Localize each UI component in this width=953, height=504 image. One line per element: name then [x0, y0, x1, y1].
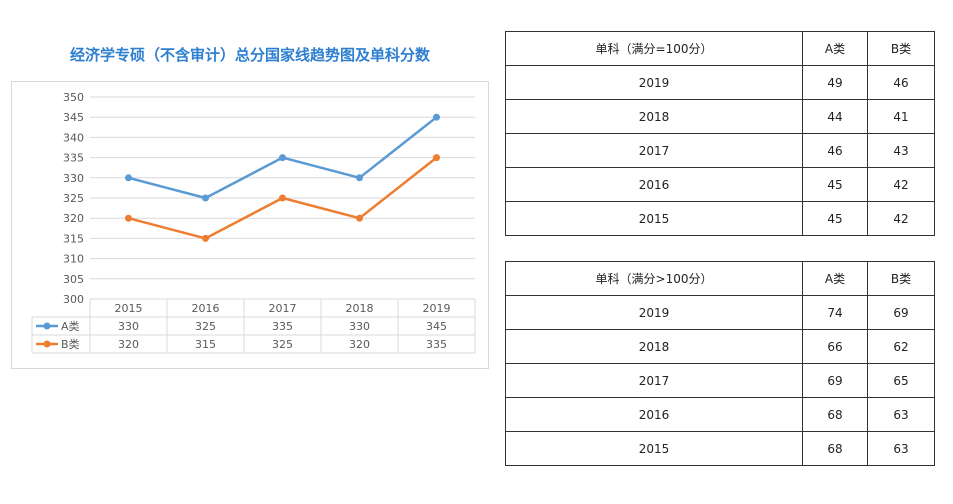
data-point [433, 113, 440, 121]
data-table-value: 345 [426, 320, 447, 333]
data-table-value: 335 [426, 338, 447, 351]
table-row-cell: 69 [867, 295, 935, 330]
table-row-cell: 49 [802, 65, 868, 100]
y-tick-label: 335 [63, 152, 84, 165]
score-table-full-100: 单科（满分=100分） A类 B类 2019 49 46 2018 44 41 2017 46 43 2… [505, 31, 935, 236]
table-row-cell: 2016 [505, 397, 803, 432]
data-point [125, 174, 132, 182]
y-tick-label: 345 [63, 111, 84, 124]
data-table-value: 335 [272, 320, 293, 333]
y-tick-label: 330 [63, 172, 84, 185]
table-row-cell: 69 [802, 363, 868, 398]
data-table-value: 315 [195, 338, 216, 351]
table-row: 2017 69 65 [505, 363, 935, 398]
data-point [125, 214, 132, 222]
data-table-value: 325 [272, 338, 293, 351]
table-row: 2016 68 63 [505, 397, 935, 432]
legend-marker-icon [43, 340, 51, 348]
score-table-over-100: 单科（满分>100分） A类 B类 2019 74 69 2018 66 62 2017 69 65 2… [505, 261, 935, 466]
table-row: 2015 45 42 [505, 201, 935, 236]
table-row-cell: 41 [867, 99, 935, 134]
table-row-cell: 44 [802, 99, 868, 134]
x-category-label: 2019 [423, 302, 451, 315]
table-header-row-cell: 单科（满分=100分） [505, 31, 803, 66]
table-row-cell: 2017 [505, 363, 803, 398]
x-category-label: 2016 [192, 302, 220, 315]
x-category-label: 2018 [346, 302, 374, 315]
data-table-value: 330 [349, 320, 370, 333]
table-row-cell: 63 [867, 397, 935, 432]
data-table-value: 320 [349, 338, 370, 351]
table-row-cell: 2015 [505, 201, 803, 236]
table-row-cell: 62 [867, 329, 935, 364]
table-row-cell: 63 [867, 431, 935, 466]
table-row: 2017 46 43 [505, 133, 935, 168]
legend-marker-icon [43, 322, 51, 330]
data-point [279, 154, 286, 162]
data-table-value: 320 [118, 338, 139, 351]
table-row: 2018 44 41 [505, 99, 935, 134]
table-row-cell: 42 [867, 201, 935, 236]
table-row-cell: 45 [802, 201, 868, 236]
table-row-cell: 2018 [505, 99, 803, 134]
y-tick-label: 325 [63, 192, 84, 205]
table-row: 2019 74 69 [505, 295, 935, 330]
line-chart: 300 305 310 315 320 325 330 335 340 345 350 2015 201… [31, 91, 476, 354]
table-row-cell: 74 [802, 295, 868, 330]
table-row-cell: 2019 [505, 295, 803, 330]
table-header-row-cell: B类 [867, 261, 935, 296]
table-row-cell: 2016 [505, 167, 803, 202]
data-table-value: 325 [195, 320, 216, 333]
y-tick-label: 350 [63, 91, 84, 104]
y-tick-label: 305 [63, 273, 84, 286]
table-header-row-cell: A类 [802, 261, 868, 296]
table-row-cell: 45 [802, 167, 868, 202]
table-row-cell: 42 [867, 167, 935, 202]
legend-label: B类 [61, 337, 80, 351]
table-row: 2015 68 63 [505, 431, 935, 466]
table-row: 2016 45 42 [505, 167, 935, 202]
y-tick-label: 310 [63, 253, 84, 266]
table-header-row-cell: A类 [802, 31, 868, 66]
table-row-cell: 68 [802, 431, 868, 466]
data-table-value: 330 [118, 320, 139, 333]
table-row-cell: 2018 [505, 329, 803, 364]
y-tick-label: 300 [63, 293, 84, 306]
table-header-row: 单科（满分=100分） A类 B类 [505, 31, 935, 66]
table-row-cell: 2017 [505, 133, 803, 168]
chart-frame: 300 305 310 315 320 325 330 335 340 345 350 2015 201… [11, 81, 489, 369]
data-point [279, 194, 286, 202]
table-row-cell: 46 [802, 133, 868, 168]
table-row: 2019 49 46 [505, 65, 935, 100]
y-tick-label: 320 [63, 212, 84, 225]
table-row: 2018 66 62 [505, 329, 935, 364]
x-category-label: 2015 [115, 302, 143, 315]
table-row-cell: 65 [867, 363, 935, 398]
table-header-row-cell: B类 [867, 31, 935, 66]
chart-title: 经济学专硕（不含审计）总分国家线趋势图及单科分数 [69, 46, 430, 64]
table-header-row-cell: 单科（满分>100分） [505, 261, 803, 296]
x-category-label: 2017 [269, 302, 297, 315]
y-tick-label: 315 [63, 232, 84, 245]
table-row-cell: 43 [867, 133, 935, 168]
table-row-cell: 68 [802, 397, 868, 432]
data-point [202, 194, 209, 202]
table-row-cell: 2019 [505, 65, 803, 100]
y-tick-label: 340 [63, 131, 84, 144]
table-row-cell: 46 [867, 65, 935, 100]
legend-label: A类 [61, 319, 80, 333]
data-point [356, 174, 363, 182]
data-point [356, 214, 363, 222]
data-point [202, 234, 209, 242]
table-row-cell: 66 [802, 329, 868, 364]
table-header-row: 单科（满分>100分） A类 B类 [505, 261, 935, 296]
table-row-cell: 2015 [505, 431, 803, 466]
data-point [433, 154, 440, 162]
